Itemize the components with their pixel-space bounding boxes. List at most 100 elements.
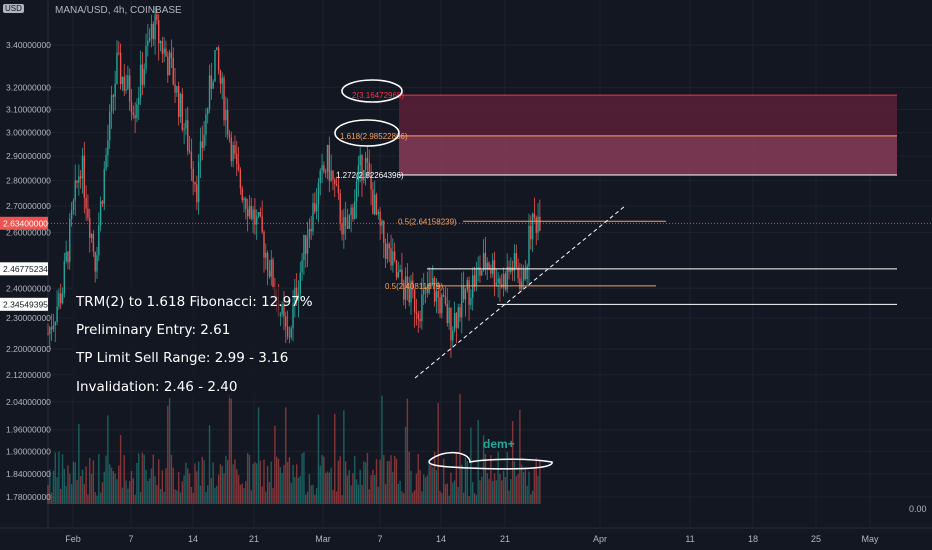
- candle-body: [285, 316, 287, 327]
- volume-bar: [232, 464, 234, 504]
- volume-bar: [256, 463, 258, 504]
- x-tick-label: 14: [436, 534, 446, 544]
- candle-body: [127, 75, 129, 89]
- candle-body: [114, 83, 116, 97]
- volume-bar: [368, 489, 370, 504]
- candle-body: [374, 194, 376, 215]
- candle-body: [152, 23, 154, 40]
- currency-badge[interactable]: USD: [3, 4, 24, 13]
- candle-body: [69, 218, 71, 263]
- candle-body: [363, 170, 365, 181]
- candle-body: [515, 253, 517, 268]
- candle-body: [60, 293, 62, 304]
- y-tick-label: 2.12000000: [6, 370, 51, 380]
- candle-body: [170, 52, 173, 59]
- candle-body: [225, 110, 227, 121]
- volume-bar: [210, 478, 213, 504]
- volume-bar: [161, 470, 164, 504]
- candle-body: [163, 48, 165, 54]
- candle-body: [150, 23, 153, 39]
- candle-body: [303, 235, 305, 261]
- volume-bar: [139, 492, 142, 504]
- volume-bar: [530, 494, 532, 504]
- candle-body: [348, 215, 350, 229]
- x-tick-label: 21: [249, 534, 259, 544]
- volume-bar: [72, 461, 75, 504]
- volume-bar: [374, 475, 376, 504]
- fib-level-label: 1.618(2.98522866): [340, 132, 408, 141]
- candle-body: [412, 280, 414, 290]
- candle-body: [261, 216, 263, 233]
- volume-bar: [475, 495, 478, 504]
- candle-body: [531, 213, 534, 240]
- candle-body: [147, 40, 149, 46]
- candle-body: [223, 77, 225, 121]
- note-target: TRM(2) to 1.618 Fibonacci: 12.97%: [76, 294, 313, 310]
- volume-bar: [332, 489, 334, 504]
- tp-zone-lower: [399, 135, 897, 175]
- candle-body: [283, 304, 285, 317]
- volume-bar: [459, 393, 461, 504]
- volume-bar: [83, 484, 85, 504]
- volume-bar: [250, 490, 252, 504]
- candle-body: [350, 207, 352, 216]
- candle-body: [475, 269, 478, 287]
- volume-bar: [128, 481, 131, 504]
- candle-body: [466, 280, 468, 290]
- candle-body: [488, 262, 490, 270]
- candle-body: [270, 259, 272, 277]
- candle-body: [288, 336, 291, 338]
- volume-bar: [67, 465, 69, 504]
- volume-bar: [522, 472, 525, 504]
- fib-level-label: 2(3.16472968): [352, 91, 404, 100]
- candle-body: [176, 86, 178, 93]
- candle-body: [317, 182, 320, 205]
- volume-bar: [109, 464, 111, 504]
- volume-bar: [172, 467, 174, 504]
- candle-body: [444, 296, 447, 304]
- candle-body: [339, 193, 341, 224]
- candle-body: [116, 52, 118, 84]
- candle-body: [324, 171, 327, 173]
- candle-body: [103, 168, 105, 204]
- volume-bar: [464, 457, 467, 504]
- volume-bar: [430, 463, 432, 504]
- hand-circle-fib-2: [341, 79, 403, 103]
- candle-body: [174, 84, 176, 93]
- candle-body: [119, 52, 122, 85]
- volume-bar: [279, 467, 282, 504]
- volume-bar: [245, 481, 247, 504]
- candle-body: [89, 218, 91, 238]
- candle-body: [49, 327, 51, 334]
- candle-body: [305, 235, 307, 254]
- candle-body: [403, 283, 405, 300]
- volume-bar: [177, 472, 180, 504]
- candle-body: [386, 244, 389, 260]
- volume-bar: [168, 398, 171, 504]
- volume-bar: [277, 458, 280, 504]
- y-tick-label: 3.40000000: [6, 40, 51, 50]
- candle-body: [484, 252, 487, 269]
- volume-bar: [308, 474, 311, 504]
- volume-bar: [328, 472, 331, 504]
- candle-body: [87, 208, 89, 219]
- candle-body: [524, 269, 527, 280]
- candle-body: [399, 269, 401, 272]
- candle-body: [355, 181, 358, 202]
- volume-bar: [441, 493, 443, 504]
- volume-bar: [290, 482, 292, 504]
- candle-body: [442, 294, 445, 297]
- volume-bar: [295, 464, 298, 504]
- volume-bar: [286, 462, 289, 504]
- candle-body: [354, 201, 356, 220]
- time-axis[interactable]: Feb 7 14 21 Mar 7 14 21 Apr 11 18 25 May: [65, 534, 879, 544]
- volume-bar: [69, 473, 71, 504]
- candle-body: [395, 260, 398, 278]
- candle-body: [517, 267, 519, 279]
- volume-bar: [457, 486, 459, 504]
- price-axis[interactable]: 3.40000000 3.20000000 3.10000000 3.00000000…: [0, 40, 51, 502]
- volume-bar: [185, 462, 187, 504]
- volume-bar: [288, 457, 291, 504]
- candle-body: [234, 145, 236, 154]
